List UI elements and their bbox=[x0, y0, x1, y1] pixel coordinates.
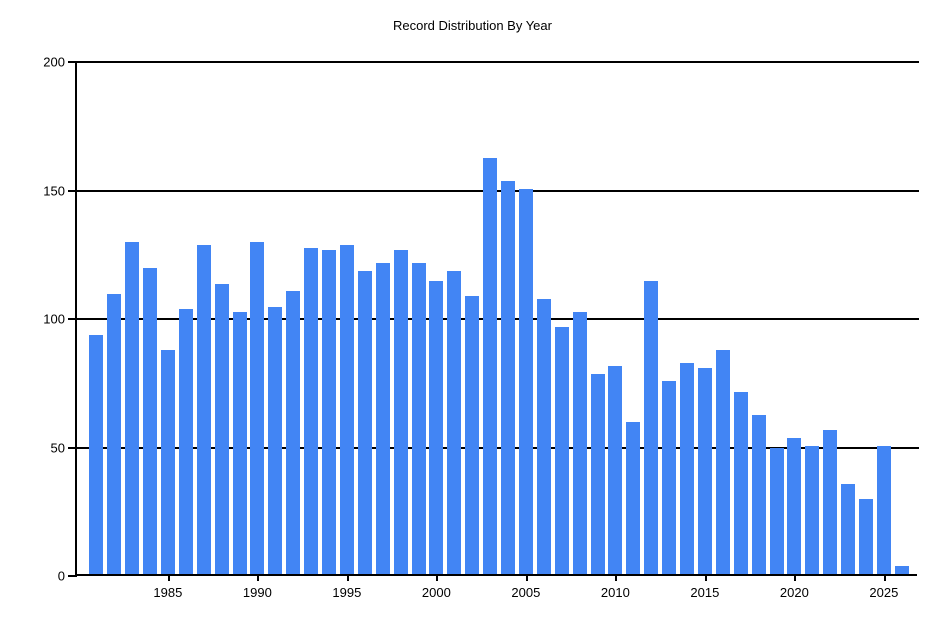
y-axis-tick-50 bbox=[68, 446, 77, 449]
bar-1986 bbox=[178, 309, 193, 574]
gridline-y-50 bbox=[77, 446, 919, 449]
x-axis-label-2020: 2020 bbox=[779, 585, 809, 600]
bar-1984 bbox=[143, 268, 157, 574]
gridline-y-100 bbox=[77, 318, 919, 320]
bar-1999 bbox=[411, 263, 426, 574]
bar-2022 bbox=[823, 430, 838, 574]
x-axis-label-1990: 1990 bbox=[242, 585, 272, 600]
bar-2010 bbox=[608, 365, 623, 574]
bar-2017 bbox=[733, 391, 748, 574]
y-axis-label-150: 150 bbox=[43, 183, 65, 198]
bar-2003 bbox=[483, 157, 498, 574]
x-axis-label-2015: 2015 bbox=[690, 585, 720, 600]
bar-2014 bbox=[680, 363, 694, 574]
bar-2026 bbox=[894, 566, 909, 574]
bar-1981 bbox=[89, 335, 104, 574]
x-axis-tick-2025 bbox=[883, 574, 886, 581]
bar-1989 bbox=[232, 311, 247, 574]
bar-1997 bbox=[375, 263, 390, 574]
bar-2025 bbox=[876, 445, 891, 574]
bar-2018 bbox=[751, 414, 766, 574]
gridline-y-200 bbox=[77, 61, 919, 63]
bar-2016 bbox=[715, 350, 730, 574]
x-axis-tick-2010 bbox=[615, 574, 618, 581]
gridline-y-150 bbox=[77, 189, 919, 192]
chart-title: Record Distribution By Year bbox=[393, 18, 552, 33]
x-axis-label-2025: 2025 bbox=[869, 585, 899, 600]
bar-2012 bbox=[644, 281, 659, 574]
x-axis-tick-2000 bbox=[436, 574, 439, 581]
y-axis-label-200: 200 bbox=[43, 54, 65, 70]
x-axis-tick-1985 bbox=[167, 574, 170, 581]
bar-2002 bbox=[465, 296, 480, 574]
bar-1991 bbox=[268, 306, 283, 574]
y-axis-label-0: 0 bbox=[57, 568, 65, 584]
bar-2001 bbox=[447, 270, 462, 574]
bar-2019 bbox=[769, 448, 784, 574]
y-axis-label-50: 50 bbox=[50, 440, 65, 455]
x-axis-label-2000: 2000 bbox=[421, 585, 451, 600]
bar-2013 bbox=[662, 381, 677, 574]
bar-2020 bbox=[787, 437, 802, 574]
bar-2023 bbox=[841, 484, 856, 574]
x-axis-tick-1995 bbox=[346, 574, 349, 581]
bar-1993 bbox=[304, 247, 319, 574]
bar-2006 bbox=[536, 299, 551, 574]
bar-2021 bbox=[805, 445, 820, 574]
y-axis-tick-0 bbox=[68, 575, 77, 577]
bar-1988 bbox=[214, 283, 229, 574]
bar-2000 bbox=[429, 281, 444, 574]
bar-1992 bbox=[286, 291, 301, 574]
bar-1994 bbox=[322, 250, 336, 574]
bar-2011 bbox=[626, 422, 641, 574]
bar-1983 bbox=[125, 242, 140, 574]
x-axis-label-2005: 2005 bbox=[511, 585, 541, 600]
x-axis-label-1985: 1985 bbox=[153, 585, 183, 600]
x-axis-tick-1990 bbox=[257, 574, 260, 581]
bar-1995 bbox=[339, 245, 354, 574]
bar-1987 bbox=[196, 245, 211, 574]
bar-1996 bbox=[357, 270, 372, 574]
bar-2007 bbox=[554, 327, 569, 574]
y-axis-label-100: 100 bbox=[43, 311, 65, 327]
x-axis-label-1995: 1995 bbox=[332, 585, 362, 600]
bar-2008 bbox=[572, 311, 587, 574]
bar-2015 bbox=[697, 368, 712, 574]
x-axis-tick-2005 bbox=[525, 574, 528, 581]
bar-2024 bbox=[859, 499, 873, 574]
bar-2009 bbox=[590, 373, 605, 574]
bar-2004 bbox=[501, 180, 515, 574]
bar-1982 bbox=[107, 293, 122, 574]
x-axis-tick-2015 bbox=[704, 574, 707, 581]
y-axis-tick-200 bbox=[68, 61, 77, 63]
x-axis-label-2010: 2010 bbox=[600, 585, 630, 600]
plot-area: 0 50 100 150 200 1985 1990 1995 2000 2005 2010 2015… bbox=[43, 55, 919, 600]
x-axis-tick-2020 bbox=[794, 574, 797, 581]
y-axis-tick-150 bbox=[68, 189, 77, 192]
bar-2005 bbox=[518, 188, 533, 574]
bar-1990 bbox=[250, 242, 265, 574]
bar-1998 bbox=[393, 250, 408, 574]
y-axis-tick-100 bbox=[68, 318, 77, 320]
bar-1985 bbox=[160, 350, 175, 574]
